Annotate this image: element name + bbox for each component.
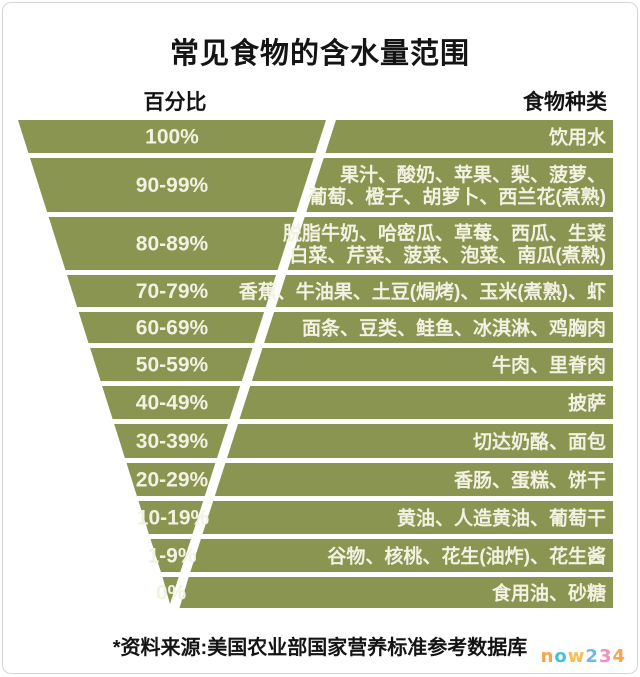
- funnel-row: 80-89% 脱脂牛奶、哈密瓜、草莓、西瓜、生菜 白菜、芹菜、菠菜、泡菜、南瓜(…: [48, 217, 613, 270]
- column-header-percentage: 百分比: [143, 91, 207, 114]
- pct-label: 90-99%: [136, 174, 209, 197]
- pct-cell: [102, 386, 241, 419]
- funnel-row: 10-19% 黄油、人造黄油、葡萄干: [137, 501, 613, 534]
- food-label: 牛肉、里脊肉: [492, 354, 606, 377]
- pct-cell: [90, 348, 253, 381]
- food-label: 食用油、砂糖: [492, 582, 606, 605]
- watermark-letter: 4: [612, 646, 626, 667]
- pct-cell: [48, 217, 295, 270]
- pct-cell: [138, 501, 204, 534]
- column-header-food-type: 食物种类: [523, 91, 607, 114]
- pct-label: 80-89%: [136, 233, 209, 256]
- pct-cell: [78, 312, 265, 343]
- food-label: 香肠、蛋糕、饼干: [453, 469, 606, 492]
- food-cell: [251, 348, 613, 381]
- pct-label: 50-59%: [136, 354, 209, 377]
- food-label: 面条、豆类、鲑鱼、冰淇淋、鸡胸肉: [302, 317, 606, 340]
- food-label: 白菜、芹菜、菠菜、泡菜、南瓜(煮熟): [289, 244, 606, 267]
- food-cell: [275, 275, 613, 307]
- pct-label: 100%: [145, 126, 199, 149]
- watermark-letter: w: [567, 646, 586, 667]
- watermark-letter: 2: [585, 646, 599, 667]
- pct-cell: [162, 577, 179, 604]
- pct-label: 60-69%: [136, 317, 209, 340]
- food-label: 脱脂牛奶、哈密瓜、草莓、西瓜、生菜: [283, 222, 606, 245]
- food-cell: [227, 424, 613, 458]
- source-note: *资料来源:美国农业部国家营养标准参考数据库: [112, 637, 528, 659]
- pct-cell: [30, 158, 314, 212]
- food-cell: [190, 539, 614, 572]
- food-label: 果汁、酸奶、苹果、梨、菠萝、: [339, 163, 606, 186]
- food-label: 香蕉、牛油果、土豆(焗烤)、玉米(煮熟)、虾: [238, 280, 606, 303]
- food-cell: [264, 312, 613, 343]
- funnel-row: 30-39% 切达奶酪、面包: [114, 424, 613, 458]
- pct-label: 20-29%: [136, 469, 209, 492]
- food-label: 披萨: [568, 392, 606, 415]
- pct-cell: [114, 424, 228, 458]
- funnel-row: 40-49% 披萨: [102, 386, 613, 419]
- funnel-row: 90-99% 果汁、酸奶、苹果、梨、菠萝、 葡萄、橙子、胡萝卜、西兰花(煮熟): [30, 158, 613, 212]
- funnel-row: 60-69% 面条、豆类、鲑鱼、冰淇淋、鸡胸肉: [78, 312, 613, 343]
- funnel-row: 100% 饮用水: [18, 120, 613, 153]
- pct-label: 1-9%: [147, 545, 196, 568]
- food-label: 谷物、核桃、花生(油炸)、花生酱: [327, 545, 606, 568]
- funnel-row: 0% 食用油、砂糖: [156, 577, 613, 608]
- food-label: 切达奶酪、面包: [473, 430, 606, 453]
- funnel-row: 70-79% 香蕉、牛油果、土豆(焗烤)、玉米(煮熟)、虾: [67, 275, 613, 307]
- page-title: 常见食物的含水量范围: [169, 38, 470, 70]
- watermark-letter: n: [540, 646, 555, 667]
- pct-label: 0%: [156, 582, 187, 605]
- funnel-row: 50-59% 牛肉、里脊肉: [90, 348, 613, 381]
- funnel-row: 20-29% 香肠、蛋糕、饼干: [126, 463, 614, 496]
- food-label: 饮用水: [548, 126, 607, 149]
- pct-label: 70-79%: [136, 280, 209, 303]
- pct-label: 30-39%: [136, 430, 209, 453]
- food-cell: [179, 577, 613, 608]
- food-cell: [306, 158, 613, 212]
- food-label: 黄油、人造黄油、葡萄干: [397, 507, 606, 530]
- watermark-letter: o: [554, 646, 568, 667]
- watermark-letter: 3: [598, 646, 613, 667]
- food-cell: [239, 386, 613, 419]
- pct-cell: [18, 120, 326, 153]
- food-cell: [214, 463, 614, 496]
- watermark-logo: now234: [541, 646, 626, 667]
- pct-label: 10-19%: [137, 507, 210, 530]
- funnel-row: 1-9% 谷物、核桃、花生(油炸)、花生酱: [147, 539, 614, 572]
- pct-label: 40-49%: [136, 392, 209, 415]
- food-cell: [202, 501, 613, 534]
- food-cell: [287, 217, 613, 270]
- pct-cell: [126, 463, 216, 496]
- food-cell: [325, 120, 613, 153]
- pct-cell: [150, 539, 191, 572]
- food-label: 葡萄、橙子、胡萝卜、西兰花(煮熟): [308, 185, 606, 208]
- pct-cell: [67, 275, 276, 307]
